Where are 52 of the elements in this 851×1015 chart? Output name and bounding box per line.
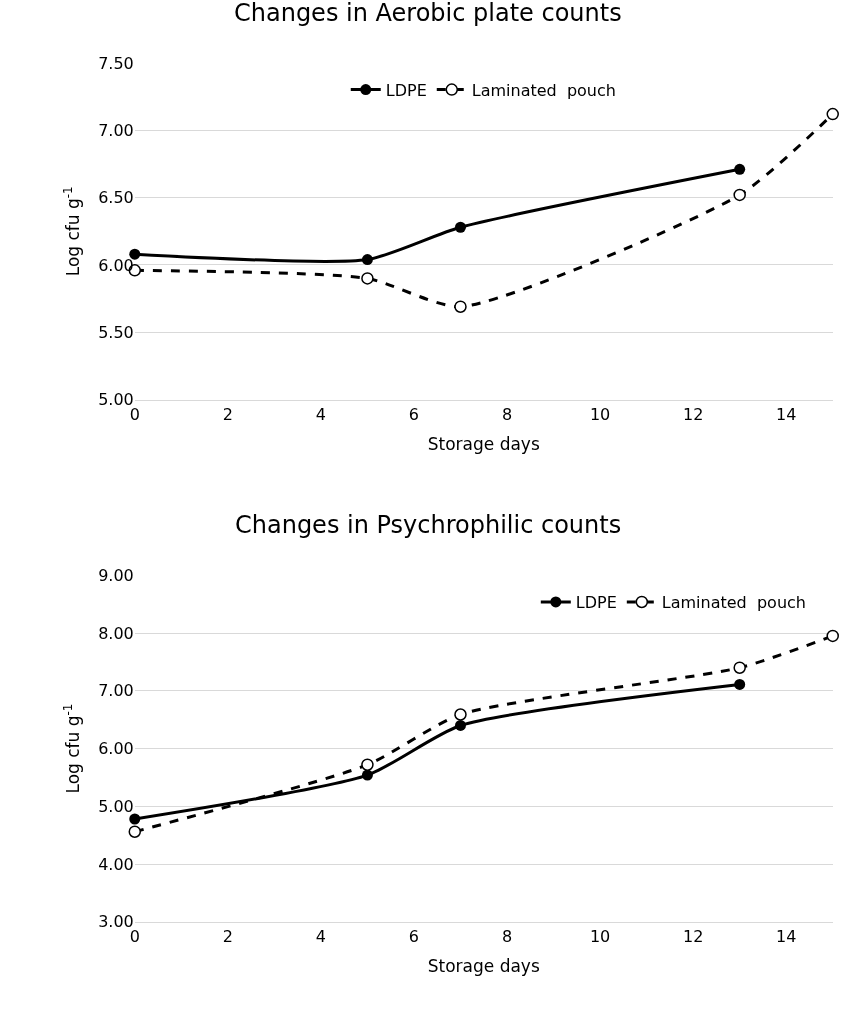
x-tick-label: 0: [129, 404, 140, 424]
chart-title: Changes in Psychrophilic counts: [235, 511, 622, 539]
x-tick-label: 0: [129, 927, 140, 946]
point: [129, 813, 141, 825]
point: [734, 163, 746, 175]
x-axis-title: Storage days: [427, 956, 540, 977]
y-tick-label: 5.00: [98, 796, 134, 816]
point: [826, 107, 839, 121]
x-tick-label: 8: [501, 404, 513, 424]
x-tick-label: 8: [501, 927, 513, 946]
x-tick-label: 10: [589, 927, 611, 946]
point: [454, 708, 467, 721]
x-tick-label: 4: [315, 404, 326, 424]
y-tick-label: 6.00: [98, 255, 134, 275]
y-tick-label: 4.00: [98, 854, 134, 874]
point: [128, 825, 142, 838]
point: [361, 254, 373, 266]
point: [454, 221, 466, 233]
x-tick-label: 4: [315, 927, 326, 946]
y-tick-label: 6.50: [98, 188, 134, 208]
point: [129, 248, 141, 260]
legend-label: Laminated pouch: [661, 593, 806, 613]
point: [734, 678, 746, 690]
point: [361, 758, 374, 771]
y-tick-label: 7.50: [98, 53, 134, 73]
y-tick-label: 5.50: [98, 322, 134, 342]
x-tick-label: 14: [776, 404, 797, 424]
x-tick-label: 12: [682, 404, 704, 424]
x-tick-label: 6: [408, 404, 420, 424]
x-tick-label: 14: [776, 927, 797, 946]
chart-title: Changes in Aerobic plate counts: [234, 0, 622, 27]
point: [361, 769, 373, 781]
point: [454, 300, 467, 313]
legend-label: LDPE: [385, 80, 427, 100]
x-tick-label: 12: [682, 927, 704, 946]
point: [361, 272, 374, 285]
x-axis-title: Storage days: [427, 434, 540, 455]
y-tick-label: 7.00: [98, 120, 134, 140]
y-tick-label: 6.00: [98, 739, 134, 759]
point: [733, 661, 746, 674]
x-tick-label: 2: [222, 927, 233, 946]
x-tick-label: 6: [408, 927, 420, 946]
x-tick-label: 2: [222, 404, 233, 424]
point: [733, 188, 746, 202]
y-tick-label: 7.00: [98, 681, 134, 701]
legend-label: Laminated pouch: [471, 80, 616, 100]
point: [826, 629, 839, 643]
y-tick-label: 8.00: [98, 623, 134, 643]
y-tick-label: 9.00: [98, 565, 134, 585]
x-tick-label: 10: [589, 404, 611, 424]
legend-label: LDPE: [575, 593, 617, 613]
point: [454, 719, 466, 731]
